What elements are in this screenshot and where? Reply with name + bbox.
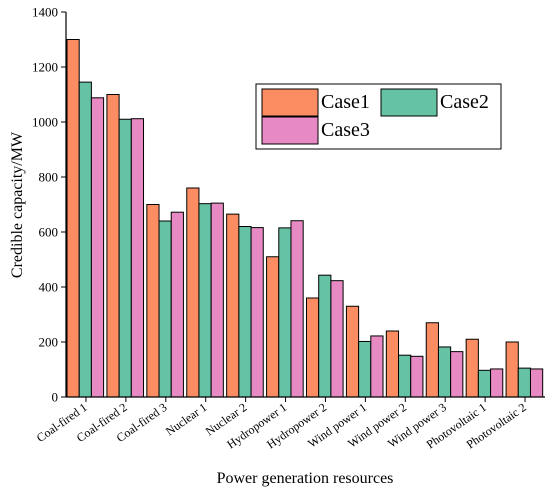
y-axis-title: Credible capacity/MW bbox=[9, 131, 26, 278]
bar-case2-8 bbox=[358, 340, 372, 398]
x-axis-title: Power generation resources bbox=[217, 470, 394, 487]
bar-case3-5 bbox=[250, 227, 264, 398]
bar-case2-6 bbox=[278, 227, 292, 398]
bar-case1-1 bbox=[66, 39, 80, 398]
bar-case3-9 bbox=[410, 355, 424, 398]
y-tick-label: 200 bbox=[39, 335, 59, 350]
bar-case3-12 bbox=[529, 368, 544, 398]
bar-case2-12 bbox=[517, 367, 531, 398]
bar-case1-11 bbox=[465, 338, 479, 398]
bar-case2-4 bbox=[198, 203, 212, 398]
legend: Case1 Case2 Case3 bbox=[255, 83, 502, 150]
y-tick-label: 0 bbox=[52, 390, 59, 405]
legend-label-case1: Case1 bbox=[321, 91, 370, 113]
bar-case2-2 bbox=[118, 118, 132, 398]
bar-case1-7 bbox=[306, 297, 320, 398]
bar-case3-2 bbox=[130, 118, 145, 398]
y-tick-label: 1200 bbox=[32, 60, 58, 75]
bar-case1-12 bbox=[505, 341, 519, 398]
bar-case1-6 bbox=[266, 256, 280, 398]
bar-case2-11 bbox=[477, 369, 492, 398]
legend-swatch-case1 bbox=[261, 88, 319, 117]
bar-case1-10 bbox=[425, 322, 439, 398]
x-tick-label: Nuclear 1 bbox=[163, 400, 210, 438]
bar-case1-8 bbox=[345, 305, 360, 398]
bar-case1-4 bbox=[186, 187, 200, 398]
bar-case2-1 bbox=[78, 81, 92, 398]
legend-label-case3: Case3 bbox=[321, 119, 370, 141]
bar-case1-9 bbox=[385, 330, 400, 398]
legend-swatch-case2 bbox=[380, 88, 438, 117]
bar-case3-4 bbox=[210, 202, 224, 398]
bar-case3-6 bbox=[290, 220, 304, 398]
y-tick-label: 400 bbox=[39, 280, 59, 295]
y-tick-label: 1400 bbox=[32, 5, 58, 20]
bar-case2-10 bbox=[437, 346, 452, 398]
legend-swatch-case3 bbox=[261, 116, 319, 145]
bar-case3-10 bbox=[450, 351, 464, 398]
y-tick-label: 600 bbox=[39, 225, 59, 240]
bar-case1-5 bbox=[226, 213, 240, 398]
bar-case1-3 bbox=[146, 204, 160, 398]
bar-case3-3 bbox=[170, 211, 184, 398]
bar-case2-5 bbox=[238, 226, 252, 398]
bar-case3-11 bbox=[490, 368, 504, 398]
bar-case2-3 bbox=[158, 220, 172, 398]
legend-label-case2: Case2 bbox=[440, 91, 489, 113]
bar-case3-7 bbox=[330, 280, 344, 398]
y-tick-label: 800 bbox=[39, 170, 59, 185]
y-tick-label: 1000 bbox=[32, 115, 58, 130]
bar-case3-1 bbox=[90, 97, 105, 398]
bar-case3-8 bbox=[370, 335, 384, 398]
bar-case2-7 bbox=[318, 274, 332, 398]
bar-case2-9 bbox=[398, 354, 412, 398]
bar-case1-2 bbox=[106, 94, 120, 398]
